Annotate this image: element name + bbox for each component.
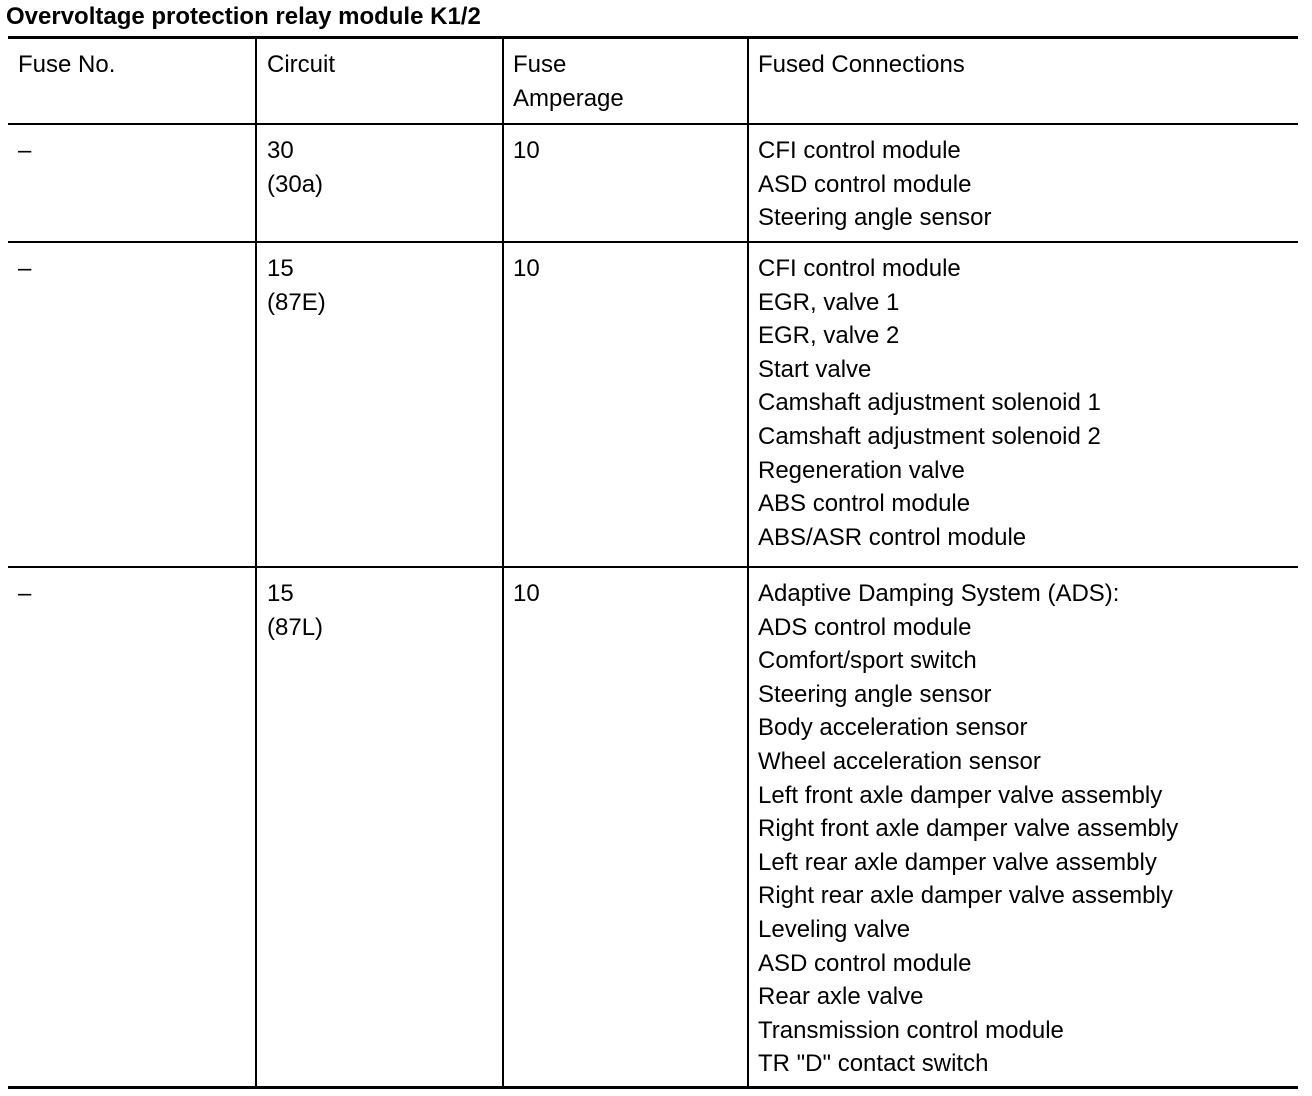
fused-connections: CFI control module [758,255,961,282]
fused-connections: Rear axle valve [758,983,924,1011]
fused-connections: EGR, valve 1 [758,288,900,316]
circuit-cell: 15 (87E) [267,252,326,319]
fused-connections: TR "D" contact switch [758,1050,989,1078]
fused-connections-cell: CFI control module ASD control module Stee… [758,134,991,235]
column-header: Amperage [513,84,624,112]
fused-connections: Wheel acceleration sensor [758,747,1041,775]
fused-connections: ASD control module [758,949,972,977]
fuse-amperage-cell: 10 [513,252,540,286]
fused-connections: CFI control module [758,137,961,164]
column-header-cell: Circuit [267,48,335,82]
fuse-number-cell: – [18,577,31,611]
fused-connections: Camshaft adjustment solenoid 2 [758,422,1101,450]
fused-connections: Left front axle damper valve assembly [758,781,1163,809]
fuse-number-cell: – [18,134,31,168]
fused-connections: Regeneration valve [758,456,965,484]
circuit: (87L) [267,613,324,641]
top-rule [8,36,1298,39]
fuse-amperage: 10 [513,137,540,164]
column-header: Fuse [513,51,567,78]
fused-connections: Body acceleration sensor [758,714,1028,742]
fused-connections: ABS/ASR control module [758,523,1027,551]
fuse-amperage: 10 [513,580,540,607]
column-rule [502,37,504,1087]
circuit: 15 [267,255,294,282]
fused-connections: Camshaft adjustment solenoid 1 [758,389,1101,417]
fused-connections: Right front axle damper valve assembly [758,815,1179,843]
circuit: (30a) [267,170,324,198]
bottom-rule [8,1086,1298,1089]
fused-connections-cell: CFI control module EGR, valve 1 EGR, valve… [758,252,1101,554]
fuse-number: – [18,255,32,282]
fused-connections: EGR, valve 2 [758,322,900,350]
row-rule [8,241,1298,243]
fused-connections: Comfort/sport switch [758,647,977,675]
circuit: (87E) [267,288,326,316]
fused-connections: Steering angle sensor [758,204,992,232]
fuse-number: – [18,137,32,164]
column-header-cell: Fuse Amperage [513,48,624,115]
fused-connections: ABS control module [758,490,971,518]
fuse-amperage-cell: 10 [513,134,540,168]
column-header: Fused Connections [758,51,965,78]
fused-connections-cell: Adaptive Damping System (ADS): ADS contro… [758,577,1178,1081]
fuse-amperage-cell: 10 [513,577,540,611]
fused-connections: Adaptive Damping System (ADS): [758,580,1120,607]
fuse-number: – [18,580,32,607]
column-rule [255,37,257,1087]
column-rule [747,37,749,1087]
column-header-cell: Fuse No. [18,48,115,82]
fused-connections: Left rear axle damper valve assembly [758,848,1157,876]
row-rule [8,566,1298,568]
column-header: Circuit [267,51,336,78]
document-title: Overvoltage protection relay module K1/2 [6,3,481,30]
fused-connections: Transmission control module [758,1016,1064,1044]
circuit-cell: 30 (30a) [267,134,323,201]
column-header-cell: Fused Connections [758,48,965,82]
fused-connections: Start valve [758,355,872,383]
fuse-number-cell: – [18,252,31,286]
column-header: Fuse No. [18,51,116,78]
fuse-amperage: 10 [513,255,540,282]
fused-connections: ASD control module [758,170,972,198]
circuit: 30 [267,137,294,164]
fused-connections: ADS control module [758,613,972,641]
fused-connections: Leveling valve [758,915,911,943]
circuit: 15 [267,580,294,607]
fused-connections: Right rear axle damper valve assembly [758,882,1173,910]
row-rule [8,123,1298,125]
fused-connections: Steering angle sensor [758,680,992,708]
circuit-cell: 15 (87L) [267,577,323,644]
